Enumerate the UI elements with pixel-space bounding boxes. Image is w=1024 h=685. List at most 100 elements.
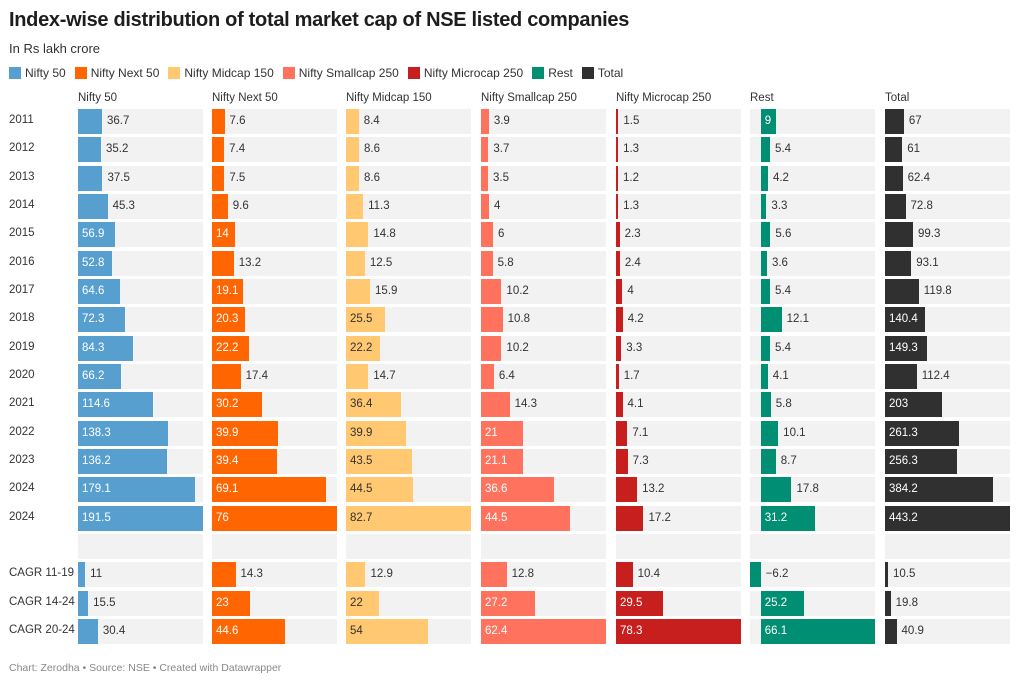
value-label: 21.1	[485, 454, 508, 467]
value-label: 52.8	[82, 256, 105, 269]
value-label: 30.2	[216, 398, 239, 411]
legend-label: Nifty Midcap 150	[184, 66, 274, 80]
bar-background	[616, 137, 741, 163]
bar-background	[481, 137, 606, 163]
value-label: 13.2	[238, 256, 262, 269]
bar	[616, 562, 633, 588]
bar	[760, 109, 777, 134]
value-label: 256.3	[889, 454, 918, 467]
row-label: 2012	[9, 142, 35, 155]
value-label: 10.5	[892, 568, 916, 581]
bar	[346, 250, 365, 276]
bar	[481, 307, 503, 333]
bar	[616, 335, 622, 361]
value-label: 5.8	[775, 398, 792, 411]
bar	[78, 562, 86, 588]
bar-background	[616, 193, 741, 219]
bar	[616, 222, 620, 248]
value-label: 29.5	[620, 596, 643, 609]
bar-background	[616, 335, 741, 361]
bar	[212, 278, 244, 304]
value-label: 7.4	[229, 143, 246, 156]
bar	[760, 307, 782, 333]
row-label: 2016	[9, 255, 35, 268]
bar	[481, 278, 502, 304]
bar	[760, 222, 771, 248]
row-label: CAGR 11-19	[9, 567, 74, 580]
value-label: 17.8	[796, 483, 819, 496]
value-label: 5.4	[775, 284, 792, 297]
bar	[760, 363, 768, 389]
row-label: CAGR 20-24	[9, 623, 75, 636]
column-header: Nifty Smallcap 250	[481, 92, 577, 104]
bar	[346, 618, 428, 644]
bar-background	[616, 307, 741, 333]
value-label: 11.3	[368, 199, 390, 212]
value-label: 4.1	[627, 398, 644, 411]
bar	[616, 109, 619, 134]
bar	[481, 335, 502, 361]
chart-subtitle: In Rs lakh crore	[9, 41, 101, 56]
value-label: 22	[350, 596, 363, 609]
bar	[346, 193, 364, 219]
value-label: 44.5	[350, 483, 373, 496]
bar-background	[750, 193, 875, 219]
legend-label: Nifty Next 50	[90, 66, 160, 80]
value-label: 7.6	[229, 115, 246, 127]
value-label: 191.5	[82, 511, 111, 524]
value-label: 443.2	[889, 511, 918, 524]
value-label: 3.3	[626, 341, 643, 354]
value-label: 20.3	[216, 313, 239, 326]
value-label: 7.3	[632, 454, 649, 467]
column-header: Nifty Midcap 150	[346, 92, 432, 104]
bar	[885, 420, 959, 446]
value-label: 2.3	[624, 228, 641, 241]
bar	[885, 392, 943, 418]
bar	[212, 448, 277, 474]
bar	[346, 363, 369, 389]
bar	[212, 392, 262, 418]
value-label: 9.6	[232, 199, 249, 212]
value-label: 37.5	[107, 171, 130, 184]
value-label: 149.3	[889, 341, 918, 354]
value-label: 8.6	[363, 171, 380, 184]
bar-background	[78, 618, 203, 644]
bar-background	[481, 250, 606, 276]
bar	[616, 250, 620, 276]
bar	[760, 278, 771, 304]
legend: Nifty 50 Nifty Next 50 Nifty Midcap 150 Nif…	[9, 66, 623, 80]
value-label: 179.1	[82, 483, 111, 496]
value-label: 27.2	[485, 596, 508, 609]
column-header: Nifty Microcap 250	[616, 92, 712, 104]
value-label: 39.9	[216, 426, 239, 439]
value-label: 12.8	[511, 568, 535, 581]
bar-background	[481, 363, 606, 389]
legend-item: Nifty Midcap 150	[168, 66, 274, 80]
value-label: 10.2	[506, 341, 529, 354]
bar	[481, 505, 571, 531]
row-label: 2013	[9, 170, 35, 183]
legend-swatch	[407, 67, 420, 79]
bar-background	[212, 109, 337, 134]
bar-background	[481, 222, 606, 248]
bar	[346, 222, 369, 248]
value-label: 62.4	[907, 171, 930, 184]
bar	[78, 448, 167, 474]
value-label: 4.2	[772, 171, 789, 184]
bar	[885, 335, 928, 361]
value-label: 12.5	[369, 256, 393, 269]
bar-background	[750, 222, 875, 248]
bar	[212, 335, 249, 361]
bar-background	[885, 109, 1010, 134]
value-label: 5.4	[775, 341, 792, 354]
bar	[78, 222, 116, 248]
value-label: 5.6	[775, 228, 792, 241]
bar	[481, 590, 536, 616]
bar	[78, 137, 101, 163]
column-header: Total	[885, 92, 910, 104]
bar-background	[750, 278, 875, 304]
value-label: 78.3	[620, 624, 643, 637]
bar	[212, 109, 225, 134]
value-label: 112.4	[921, 369, 950, 382]
